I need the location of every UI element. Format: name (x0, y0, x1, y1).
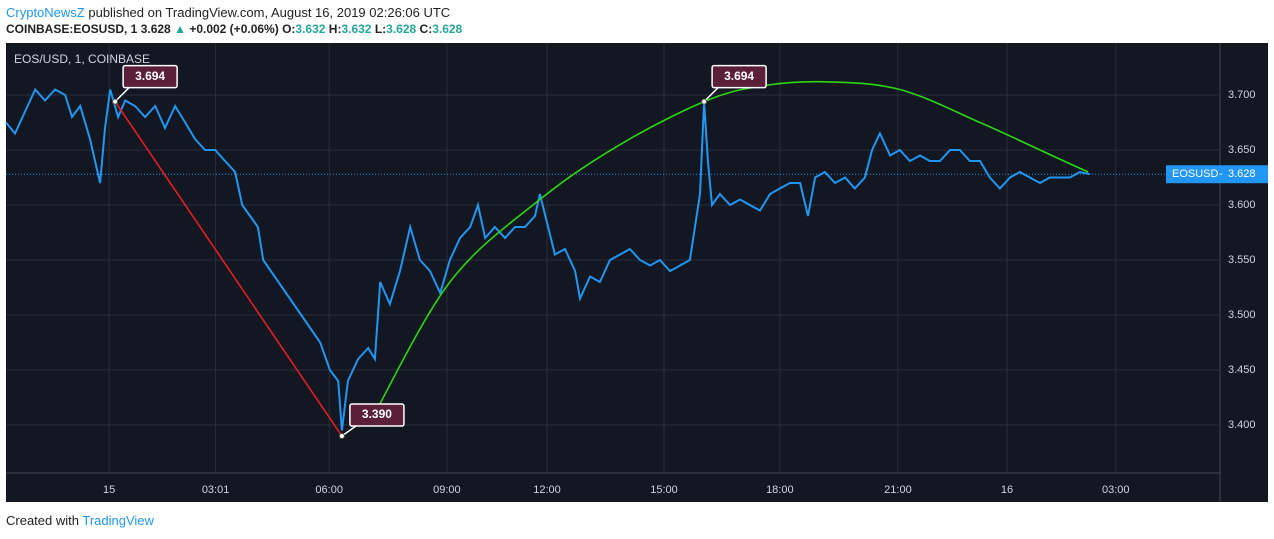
x-tick-label: 16 (1001, 484, 1013, 496)
close: 3.628 (432, 22, 463, 36)
o-label: O: (282, 22, 296, 36)
author[interactable]: CryptoNewsZ (6, 5, 85, 20)
ohlc-line: COINBASE:EOSUSD, 1 3.628 ▲ +0.002 (+0.06… (6, 22, 462, 36)
x-tick-label: 09:00 (433, 484, 461, 496)
y-tick-label: 3.600 (1228, 199, 1256, 211)
callout-box (711, 64, 767, 89)
y-tick-label: 3.650 (1228, 144, 1256, 156)
callout-box (349, 403, 405, 427)
x-tick-label: 03:00 (1102, 484, 1130, 496)
y-tick-label: 3.550 (1228, 254, 1256, 266)
callout-line (114, 87, 130, 103)
h-label: H: (328, 22, 342, 36)
symbol: COINBASE:EOSUSD, 1 (6, 22, 138, 36)
chart-bg (6, 43, 1268, 502)
last: 3.628 (140, 22, 171, 36)
low: 3.628 (386, 22, 417, 36)
callout-line (703, 87, 719, 103)
brand[interactable]: TradingView (82, 513, 154, 528)
published: published on TradingView.com, August 16,… (84, 5, 451, 20)
created: Created with (6, 513, 79, 528)
arrow: ▲ (174, 22, 186, 36)
callout-label: 3.390 (362, 407, 392, 421)
callout-label: 3.694 (135, 69, 165, 83)
footer: Created with TradingView (6, 513, 154, 528)
y-tick-label: 3.450 (1228, 364, 1256, 376)
chart-title: EOS/USD, 1, COINBASE (14, 52, 150, 66)
price-tag (1166, 165, 1268, 184)
trend-line (370, 80, 1089, 420)
high: 3.632 (341, 22, 372, 36)
x-tick-label: 06:00 (315, 484, 343, 496)
change: +0.002 (+0.06%) (189, 22, 279, 36)
price-tag-sep: - (1219, 168, 1223, 180)
x-tick-label: 12:00 (533, 484, 561, 496)
price-tag-value: 3.628 (1228, 168, 1256, 180)
price-tag-name: EOSUSD (1172, 168, 1219, 180)
y-tick-label: 3.700 (1228, 89, 1256, 101)
y-tick-label: 3.400 (1228, 419, 1256, 431)
annotation-point (112, 98, 119, 105)
publish-line: CryptoNewsZ published on TradingView.com… (6, 5, 450, 20)
l-label: L: (374, 22, 387, 36)
x-tick-label: 15 (103, 484, 115, 496)
callout-label: 3.694 (724, 69, 754, 83)
annotation-point (338, 433, 345, 440)
x-tick-label: 18:00 (766, 484, 794, 496)
y-tick-label: 3.500 (1228, 309, 1256, 321)
price-line (5, 87, 1091, 431)
annotation-point (701, 98, 708, 105)
callout-box (122, 64, 178, 89)
x-tick-label: 21:00 (884, 484, 912, 496)
x-tick-label: 15:00 (650, 484, 678, 496)
trend-line (114, 101, 343, 437)
open: 3.632 (295, 22, 326, 36)
c-label: C: (419, 22, 433, 36)
x-tick-label: 03:01 (202, 484, 230, 496)
